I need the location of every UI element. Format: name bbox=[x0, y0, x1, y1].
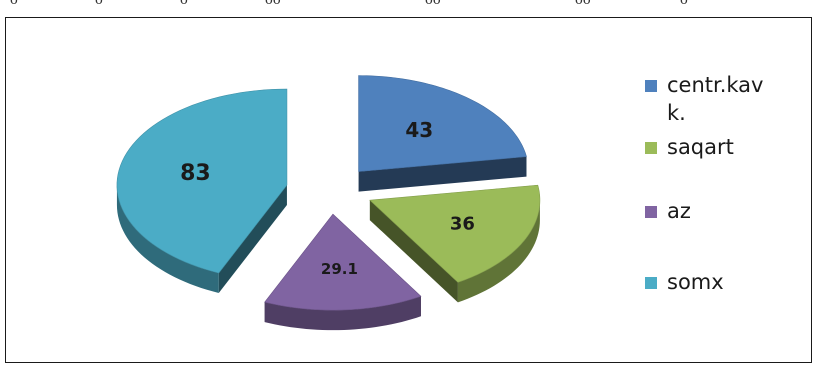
data-label-saqart: 36 bbox=[450, 214, 475, 235]
data-label-az: 29.1 bbox=[321, 260, 358, 278]
legend-item-az: az bbox=[645, 199, 691, 223]
legend-label-centr-kav-k: centr.kav bbox=[667, 73, 763, 97]
data-label-centr-kav-k: 43 bbox=[405, 118, 433, 142]
slice-somx bbox=[117, 89, 287, 293]
slice-centr-kav-k bbox=[359, 76, 527, 192]
legend-item-centr-kav-k: centr.kav k. bbox=[645, 73, 763, 125]
legend-swatch-somx bbox=[645, 277, 657, 289]
legend-swatch-az bbox=[645, 206, 657, 218]
data-label-somx: 83 bbox=[180, 161, 211, 186]
legend-label-az: az bbox=[667, 199, 691, 223]
legend-label-saqart: saqart bbox=[667, 135, 734, 159]
legend-label-somx: somx bbox=[667, 270, 724, 294]
legend-swatch-saqart bbox=[645, 142, 657, 154]
slice-top-centr-kav-k bbox=[359, 76, 527, 172]
slices-layer bbox=[117, 76, 540, 331]
legend-item-somx: somx bbox=[645, 270, 724, 294]
legend-label-centr-kav-k-line2: k. bbox=[667, 101, 686, 125]
legend: centr.kav k. saqart az somx bbox=[645, 73, 763, 294]
legend-item-saqart: saqart bbox=[645, 135, 734, 159]
legend-swatch-centr-kav-k bbox=[645, 80, 657, 92]
